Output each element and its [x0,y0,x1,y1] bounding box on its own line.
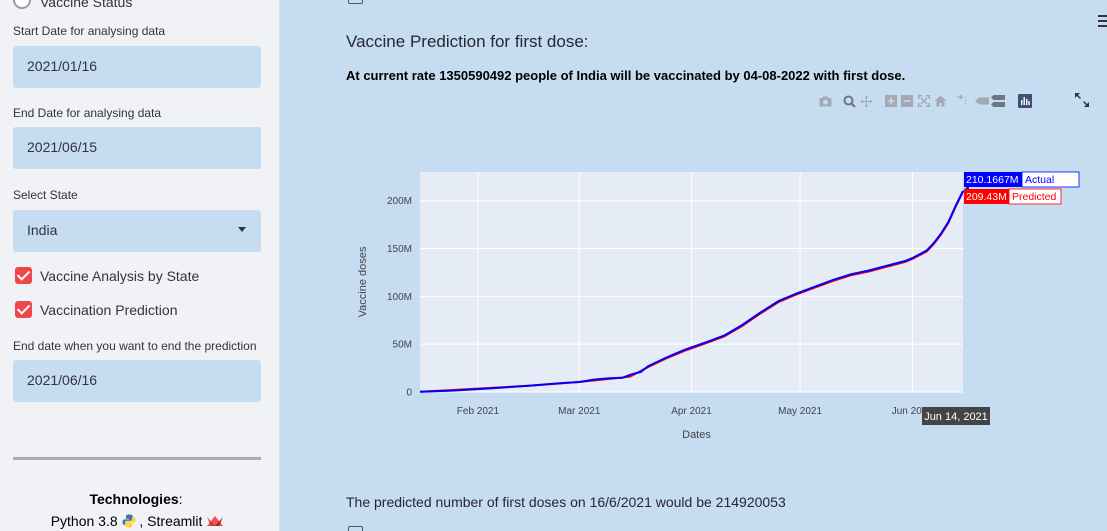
plotly-logo-icon[interactable] [1017,94,1032,108]
top-radio-button[interactable] [13,0,31,9]
state-label: Select State [13,188,78,202]
divider [13,457,261,460]
zoom-icon[interactable] [843,94,857,108]
y-tick-label: 200M [387,196,412,207]
checkbox-checked-icon[interactable] [15,301,32,318]
end-date-input[interactable]: 2021/06/15 [13,127,261,169]
prediction-summary: At current rate 1350590492 people of Ind… [346,68,906,83]
x-tick-label: Jun 2021 [892,406,934,417]
y-tick-label: 0 [406,388,412,399]
reset-axes-icon[interactable] [934,94,948,108]
hover-closest-icon[interactable] [974,94,989,108]
state-select-value: India [27,222,58,238]
vaccine-line-chart: 0 50M 100M 150M 200M Feb 2021 Mar 2021 Apr 2021… [357,171,1080,441]
start-date-input[interactable]: 2021/01/16 [13,46,261,88]
checkbox-vaccine-analysis[interactable]: Vaccine Analysis by State [15,267,199,284]
spike-lines-icon[interactable] [956,94,970,108]
technologies-list: Python 3.8 , Streamlit [0,513,275,529]
y-axis-title: Vaccine doses [357,246,369,317]
page-title: Vaccine Prediction for first dose: [346,32,589,51]
hover-actual-value-bg [964,172,1022,187]
prediction-end-input[interactable]: 2021/06/16 [13,360,261,402]
end-date-label: End Date for analysing data [13,106,162,120]
python-logo-icon [122,514,136,528]
hover-predicted-name-bg [1008,188,1062,205]
chevron-down-icon [238,227,246,232]
checkbox-label: Vaccination Prediction [40,301,178,318]
hover-actual-name-bg [1021,171,1080,188]
top-checkbox[interactable] [348,0,363,4]
streamlit-label: , Streamlit [139,513,203,529]
pan-icon[interactable] [859,94,873,108]
camera-icon[interactable] [818,94,832,108]
hamburger-menu-icon[interactable] [1098,15,1107,30]
hover-date-bg [922,407,990,425]
x-tick-label: Mar 2021 [558,406,601,417]
technologies-title: Technologies: [89,491,183,507]
x-tick-label: May 2021 [778,406,822,417]
checkbox-label: Vaccine Analysis by State [40,267,200,284]
state-select[interactable]: India [13,210,261,252]
hover-compare-icon[interactable] [991,94,1006,108]
y-tick-label: 150M [387,244,412,255]
streamlit-logo-icon [207,516,224,526]
autoscale-icon[interactable] [917,94,931,108]
hover-predicted-name: Predicted [1012,191,1057,203]
y-tick-label: 100M [387,292,412,303]
top-radio-label: Vaccine Status [40,0,133,10]
chart-modebar [818,92,1035,110]
zoom-in-icon[interactable] [884,94,898,108]
sidebar: Vaccine Status Start Date for analysing … [0,0,280,531]
hover-actual-name: Actual [1025,174,1054,186]
checkbox-checked-icon[interactable] [15,267,32,284]
predicted-doses-text: The predicted number of first doses on 1… [346,494,786,510]
zoom-out-icon[interactable] [900,94,914,108]
hover-actual-value: 210.1667M [966,174,1019,186]
series-line-actual [419,190,964,393]
x-axis-title: Dates [682,429,711,441]
checkbox-vaccination-prediction[interactable]: Vaccination Prediction [15,301,177,318]
x-tick-label: Feb 2021 [457,406,500,417]
start-date-label: Start Date for analysing data [13,24,166,38]
hover-date-label: Jun 14, 2021 [924,411,988,423]
python-version: Python 3.8 [50,513,118,529]
fullscreen-icon[interactable] [1074,92,1090,108]
hover-predicted-value: 209.43M [966,191,1007,203]
prediction-end-label: End date when you want to end the predic… [13,339,257,353]
x-tick-label: Apr 2021 [671,406,712,417]
hover-predicted-value-bg [964,189,1009,204]
y-tick-label: 50M [393,340,412,351]
bottom-checkbox[interactable] [348,526,363,531]
